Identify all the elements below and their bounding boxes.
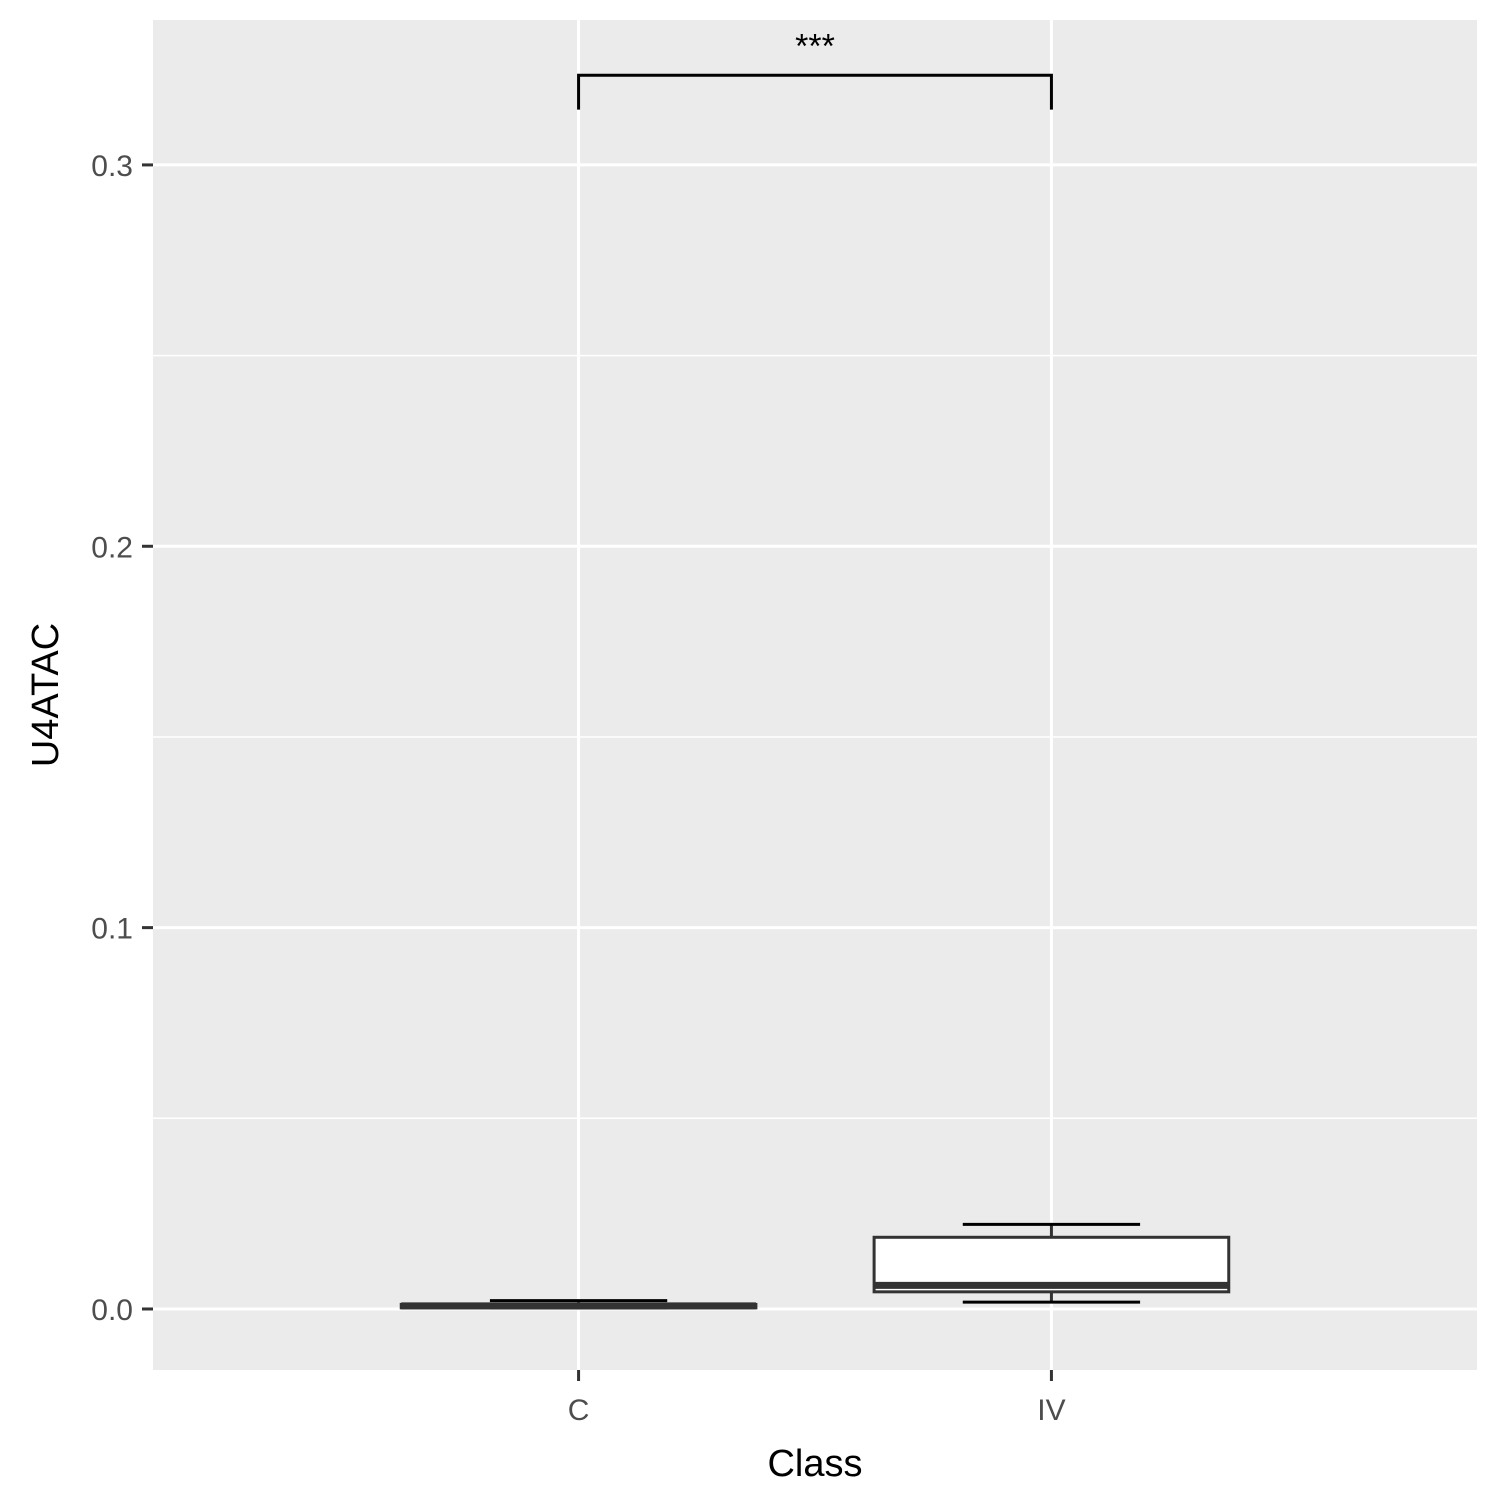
y-tick-label: 0.1: [91, 913, 133, 946]
x-axis: C IV: [568, 1370, 1066, 1427]
boxplot-iv: [872, 1222, 1231, 1304]
y-tick-label: 0.0: [91, 1294, 133, 1327]
y-tick-label: 0.3: [91, 150, 133, 183]
y-tick-label: 0.2: [91, 531, 133, 564]
grid-major: [153, 20, 1477, 1370]
significance-label: ***: [795, 27, 835, 65]
significance-annotation: ***: [577, 27, 1053, 110]
x-tick-label: C: [568, 1394, 590, 1427]
grid-minor: [153, 354, 1477, 1120]
y-axis-title: U4ATAC: [25, 623, 67, 767]
boxplot-c: [399, 1299, 758, 1310]
plot-panel: [153, 20, 1477, 1370]
boxplots: [399, 1222, 1231, 1310]
x-axis-title: Class: [767, 1443, 862, 1485]
x-tick-label: IV: [1037, 1394, 1065, 1427]
y-axis: 0.0 0.1 0.2 0.3: [91, 150, 153, 1327]
significance-bracket: [577, 73, 1053, 110]
